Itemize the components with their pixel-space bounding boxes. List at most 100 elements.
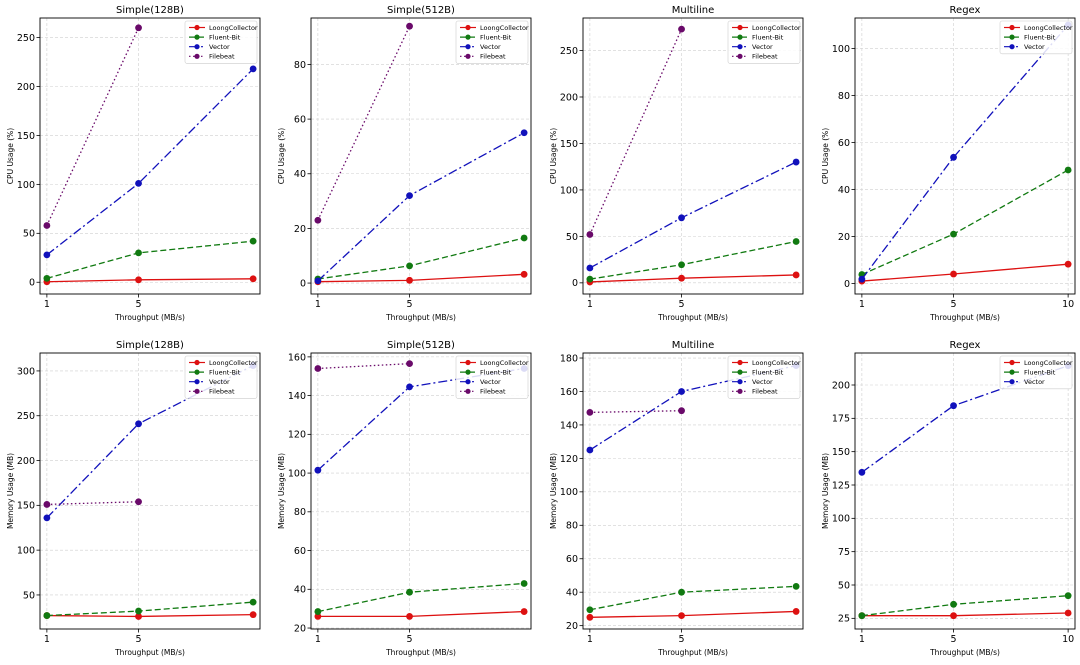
y-tick-label: 100 (17, 180, 35, 191)
data-point-vector (43, 251, 51, 259)
legend-swatch-marker (737, 388, 743, 394)
data-point-vector (858, 275, 866, 283)
legend-box (184, 20, 258, 64)
data-point-fluent-bit (678, 588, 685, 596)
legend-swatch-marker (194, 34, 200, 40)
plot-frame (310, 352, 532, 630)
legend-label: Fluent-Bit (480, 368, 512, 376)
y-tick-label: 200 (17, 82, 35, 93)
legend-box (455, 355, 529, 399)
chart-title: Multiline (672, 5, 715, 16)
x-tick-label: 5 (951, 299, 957, 310)
data-point-fluent-bit (135, 249, 142, 257)
legend-swatch-marker (465, 359, 471, 366)
y-tick-label: 50 (838, 580, 850, 591)
data-point-fluent-bit (586, 606, 594, 614)
data-point-fluent-bit (792, 238, 800, 245)
x-tick-label: 5 (136, 299, 142, 310)
y-tick-label: 150 (17, 131, 35, 142)
plot-frame (854, 17, 1076, 295)
series-layer (586, 362, 800, 621)
legend-label: LoongCollector (1024, 359, 1073, 367)
y-tick-label: 200 (560, 92, 578, 103)
y-tick-label: 100 (832, 44, 850, 55)
data-point-vector (678, 214, 685, 222)
data-point-vector (950, 402, 957, 410)
data-point-filebeat (314, 365, 322, 372)
y-tick-label: 40 (566, 588, 578, 599)
series-layer (43, 24, 257, 286)
legend-label: Vector (209, 43, 230, 51)
legend-label: Vector (480, 43, 501, 51)
legend-swatch-marker (465, 53, 471, 59)
chart-panel-7: 20 40 60 80 100 120 140 160 180 1 5 Multiline Throug… (549, 340, 804, 657)
legend-box (999, 20, 1073, 55)
legend-swatch-marker (194, 359, 200, 366)
data-point-loongcollector (520, 608, 528, 615)
legend-label: LoongCollector (480, 24, 529, 32)
data-point-filebeat (406, 360, 413, 368)
legend-swatch-marker (194, 24, 200, 31)
data-point-fluent-bit (1064, 166, 1072, 174)
data-point-filebeat (586, 231, 594, 238)
legend-swatch-marker (194, 388, 200, 394)
legend-box (999, 355, 1073, 390)
y-tick-label: 50 (566, 232, 578, 243)
y-axis-label: CPU Usage (%) (6, 128, 15, 184)
legend-swatch-marker (465, 388, 471, 394)
legend-label: Filebeat (752, 388, 778, 396)
x-tick-label: 1 (587, 299, 593, 310)
data-point-loongcollector (792, 608, 800, 615)
legend-label: Fluent-Bit (209, 368, 241, 376)
data-point-loongcollector (950, 612, 957, 620)
data-point-fluent-bit (520, 580, 528, 587)
legend-swatch-marker (737, 34, 743, 40)
y-tick-label: 80 (566, 521, 578, 532)
data-point-loongcollector (520, 270, 528, 278)
legend-label: Filebeat (209, 53, 235, 61)
y-tick-label: 125 (832, 480, 850, 491)
data-point-fluent-bit (43, 274, 51, 282)
y-tick-label: 100 (560, 185, 578, 196)
y-tick-label: 140 (560, 420, 578, 431)
y-axis-label: Memory Usage (MB) (821, 453, 830, 529)
legend-label: Fluent-Bit (1024, 33, 1056, 41)
series-line-fluent-bit (46, 601, 254, 617)
data-point-vector (406, 383, 413, 391)
legend-label: LoongCollector (480, 359, 529, 367)
x-tick-label: 1 (859, 634, 865, 645)
data-point-loongcollector (1064, 609, 1072, 617)
y-axis-label: CPU Usage (%) (821, 128, 830, 184)
series-layer (43, 362, 257, 620)
data-point-filebeat (43, 222, 51, 229)
x-tick-label: 5 (407, 634, 413, 645)
legend-swatch-marker (1009, 369, 1015, 375)
legend-swatch-marker (737, 359, 743, 366)
series-line-loongcollector (317, 610, 525, 618)
legend-box (727, 20, 801, 64)
data-point-vector (586, 264, 594, 272)
legend-label: Filebeat (752, 53, 778, 61)
y-tick-label: 60 (838, 138, 850, 149)
x-axis-label: Throughput (MB/s) (385, 313, 456, 322)
x-tick-label: 5 (679, 299, 685, 310)
series-line-vector (589, 161, 797, 269)
legend-label: LoongCollector (209, 24, 258, 32)
legend-swatch-marker (737, 53, 743, 59)
y-tick-label: 20 (838, 232, 850, 243)
y-axis-label: Memory Usage (MB) (549, 453, 558, 529)
legend-swatch-marker (465, 379, 471, 385)
legend-label: Fluent-Bit (209, 33, 241, 41)
legend-box (727, 355, 801, 399)
y-tick-label: 50 (23, 590, 35, 601)
y-tick-label: 40 (294, 585, 306, 596)
x-tick-label: 10 (1062, 634, 1074, 645)
legend-swatch-marker (194, 44, 200, 50)
series-line-fluent-bit (589, 240, 797, 280)
data-point-filebeat (586, 408, 594, 416)
data-point-loongcollector (135, 613, 142, 620)
